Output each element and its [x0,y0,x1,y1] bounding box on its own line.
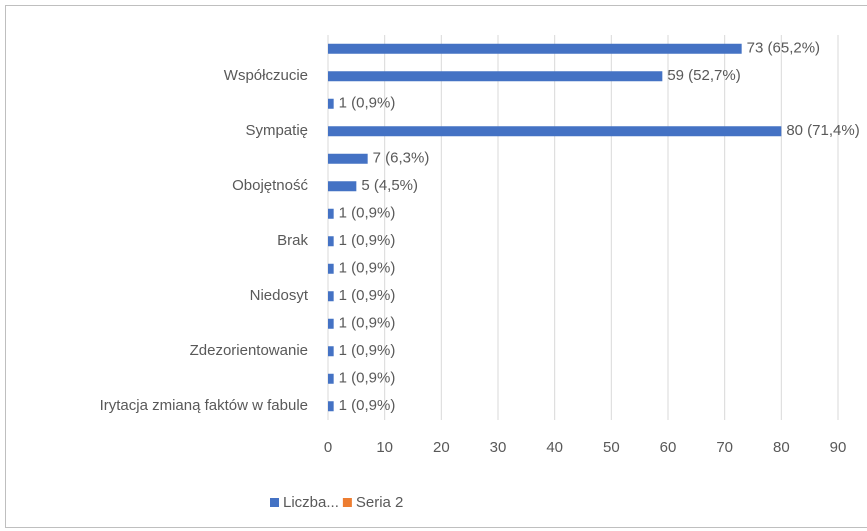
y-tick-label: Irytacja zmianą faktów w fabule [100,397,308,414]
bar [328,98,334,109]
x-tick-label: 80 [773,439,790,456]
bar [328,181,357,192]
bar [328,318,334,329]
legend-swatch [270,498,279,507]
legend-label: Seria 2 [356,494,404,511]
data-label: 1 (0,9%) [339,397,396,414]
legend-label: Liczba... [283,494,339,511]
x-tick-label: 20 [433,439,450,456]
y-tick-label: Brak [277,232,308,249]
y-tick-label: Współczucie [224,67,308,84]
x-tick-label: 30 [490,439,507,456]
y-tick-label: Niedosyt [250,287,309,304]
bar [328,43,742,54]
data-label: 5 (4,5%) [361,177,418,194]
bar [328,208,334,219]
data-label: 1 (0,9%) [339,95,396,112]
data-label: 1 (0,9%) [339,260,396,277]
x-tick-label: 0 [324,439,332,456]
x-tick-label: 10 [376,439,393,456]
x-tick-label: 90 [830,439,847,456]
x-tick-label: 70 [716,439,733,456]
bar [328,346,334,357]
bar [328,373,334,384]
data-label: 80 (71,4%) [786,122,859,139]
data-label: 1 (0,9%) [339,232,396,249]
x-tick-label: 60 [660,439,677,456]
data-label: 1 (0,9%) [339,342,396,359]
bar [328,263,334,274]
y-tick-label: Obojętność [232,177,308,194]
x-tick-label: 50 [603,439,620,456]
data-label: 1 (0,9%) [339,370,396,387]
data-label: 1 (0,9%) [339,287,396,304]
y-tick-label: Sympatię [245,122,308,139]
bar [328,126,782,137]
bar [328,153,368,164]
data-label: 1 (0,9%) [339,205,396,222]
bar [328,291,334,302]
bar [328,401,334,412]
data-label: 59 (52,7%) [667,67,740,84]
legend-swatch [342,498,352,507]
chart-frame [5,5,867,528]
data-label: 7 (6,3%) [373,150,430,167]
x-tick-label: 40 [546,439,563,456]
y-tick-label: Zdezorientowanie [190,342,308,359]
data-label: 1 (0,9%) [339,315,396,332]
data-label: 73 (65,2%) [747,40,820,57]
bar [328,236,334,247]
bar [328,71,663,82]
